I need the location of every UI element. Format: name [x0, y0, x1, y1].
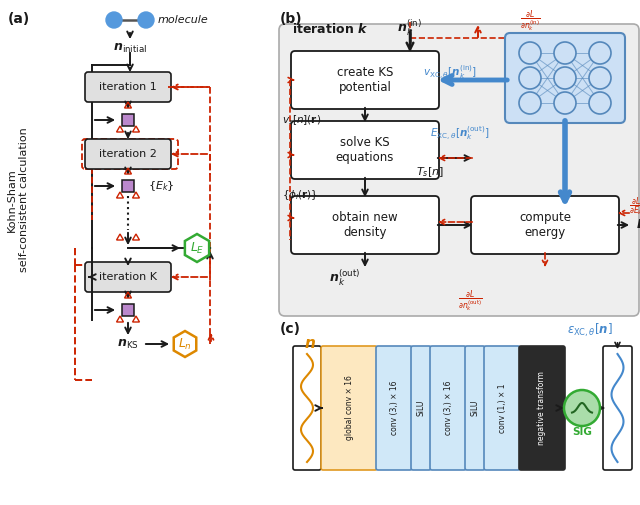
- Text: $L_E$: $L_E$: [190, 240, 204, 256]
- Circle shape: [138, 12, 154, 28]
- Text: conv (3,) × 16: conv (3,) × 16: [444, 381, 452, 435]
- FancyBboxPatch shape: [85, 139, 171, 169]
- Circle shape: [564, 390, 600, 426]
- FancyBboxPatch shape: [376, 346, 412, 470]
- Circle shape: [589, 67, 611, 89]
- Text: iteration 2: iteration 2: [99, 149, 157, 159]
- Text: conv (3,) × 16: conv (3,) × 16: [390, 381, 399, 435]
- Circle shape: [589, 92, 611, 114]
- Circle shape: [519, 42, 541, 64]
- Circle shape: [519, 67, 541, 89]
- Text: $\boldsymbol{n}$: $\boldsymbol{n}$: [304, 336, 316, 351]
- Circle shape: [554, 67, 576, 89]
- Text: obtain new
density: obtain new density: [332, 211, 398, 239]
- Text: $\{\phi_i(\mathbf{r})\}$: $\{\phi_i(\mathbf{r})\}$: [282, 188, 318, 202]
- Text: iteration 1: iteration 1: [99, 82, 157, 92]
- FancyBboxPatch shape: [484, 346, 520, 470]
- FancyBboxPatch shape: [85, 72, 171, 102]
- Text: $\epsilon_{\mathrm{XC},\theta}[\boldsymbol{n}]$: $\epsilon_{\mathrm{XC},\theta}[\boldsymb…: [567, 322, 613, 339]
- Text: SiLU: SiLU: [470, 400, 479, 416]
- Text: $\{E_k\}$: $\{E_k\}$: [148, 179, 175, 193]
- FancyBboxPatch shape: [85, 262, 171, 292]
- Text: (b): (b): [280, 12, 303, 26]
- Text: $T_s[n]$: $T_s[n]$: [416, 165, 444, 179]
- Circle shape: [589, 42, 611, 64]
- FancyBboxPatch shape: [291, 121, 439, 179]
- Text: (a): (a): [8, 12, 30, 26]
- Text: $L_n$: $L_n$: [178, 336, 192, 351]
- Text: conv (1,) × 1: conv (1,) × 1: [497, 383, 506, 433]
- FancyBboxPatch shape: [465, 346, 485, 470]
- Text: global conv × 16: global conv × 16: [344, 376, 353, 440]
- Text: iteration $\boldsymbol{k}$: iteration $\boldsymbol{k}$: [292, 22, 369, 36]
- Circle shape: [554, 92, 576, 114]
- Text: $\frac{\partial L}{\partial E_k}$: $\frac{\partial L}{\partial E_k}$: [629, 195, 640, 218]
- FancyBboxPatch shape: [291, 51, 439, 109]
- Text: compute
energy: compute energy: [519, 211, 571, 239]
- FancyBboxPatch shape: [321, 346, 377, 470]
- Text: (c): (c): [280, 322, 301, 336]
- Text: solve KS
equations: solve KS equations: [336, 136, 394, 164]
- Text: $\boldsymbol{n}_{\mathrm{KS}}$: $\boldsymbol{n}_{\mathrm{KS}}$: [117, 337, 139, 350]
- Text: $v_s[n](\mathbf{r})$: $v_s[n](\mathbf{r})$: [282, 113, 321, 127]
- Text: molecule: molecule: [158, 15, 209, 25]
- Circle shape: [519, 92, 541, 114]
- FancyBboxPatch shape: [430, 346, 466, 470]
- FancyBboxPatch shape: [293, 346, 321, 470]
- Text: $\boldsymbol{E}_k$: $\boldsymbol{E}_k$: [636, 218, 640, 232]
- FancyBboxPatch shape: [471, 196, 619, 254]
- FancyBboxPatch shape: [411, 346, 431, 470]
- Text: $E_{\mathrm{XC},\theta}[\boldsymbol{n}_k^{(\mathrm{out})}]$: $E_{\mathrm{XC},\theta}[\boldsymbol{n}_k…: [430, 124, 490, 142]
- Text: $v_{\mathrm{XC},\theta}[\boldsymbol{n}_k^{(\mathrm{in})}]$: $v_{\mathrm{XC},\theta}[\boldsymbol{n}_k…: [423, 63, 477, 81]
- FancyBboxPatch shape: [603, 346, 632, 470]
- FancyBboxPatch shape: [505, 33, 625, 123]
- Text: iteration K: iteration K: [99, 272, 157, 282]
- FancyBboxPatch shape: [291, 196, 439, 254]
- FancyBboxPatch shape: [519, 346, 565, 470]
- Text: SIG: SIG: [572, 427, 592, 437]
- Text: SiLU: SiLU: [417, 400, 426, 416]
- Text: $\frac{\partial L}{\partial n_k^{(\mathrm{in})}}$: $\frac{\partial L}{\partial n_k^{(\mathr…: [520, 8, 540, 34]
- Circle shape: [106, 12, 122, 28]
- Text: $\boldsymbol{n}_k^{(\mathrm{out})}$: $\boldsymbol{n}_k^{(\mathrm{out})}$: [329, 268, 361, 288]
- Text: $\frac{\partial L}{\partial n_k^{(\mathrm{out})}}$: $\frac{\partial L}{\partial n_k^{(\mathr…: [458, 288, 483, 314]
- Text: negative transform: negative transform: [538, 371, 547, 445]
- FancyBboxPatch shape: [279, 24, 639, 316]
- Text: $\boldsymbol{n}_k^{(\mathrm{in})}$: $\boldsymbol{n}_k^{(\mathrm{in})}$: [397, 18, 422, 38]
- Circle shape: [554, 42, 576, 64]
- Text: create KS
potential: create KS potential: [337, 66, 393, 94]
- Text: $\boldsymbol{n}_{\mathrm{initial}}$: $\boldsymbol{n}_{\mathrm{initial}}$: [113, 41, 147, 55]
- Text: Kohn-Sham
self-consistent calculation: Kohn-Sham self-consistent calculation: [7, 128, 29, 272]
